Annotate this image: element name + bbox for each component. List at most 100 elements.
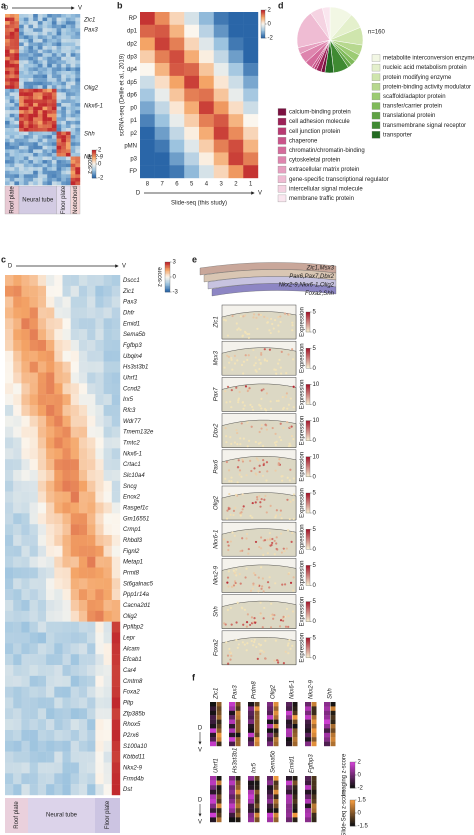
heatmap-cell [111, 285, 121, 297]
heatmap-cell [19, 106, 24, 111]
expression-spot [242, 360, 246, 363]
expression-spot [235, 322, 238, 325]
heatmap-cell [37, 307, 47, 319]
heatmap-cell [5, 88, 10, 93]
expression-spot [244, 314, 247, 317]
heatmap-cell [111, 632, 121, 644]
heatmap-cell [70, 762, 80, 774]
expression-spot [279, 422, 282, 425]
gene-label: S100a10 [123, 744, 148, 750]
heatmap-cell [37, 135, 43, 139]
imaging-cell [286, 803, 292, 809]
expression-spot [247, 354, 250, 357]
heatmap-cell [5, 285, 14, 297]
heatmap-cell [23, 38, 29, 43]
heatmap-cell [62, 459, 71, 471]
heatmap-cell [37, 17, 43, 22]
heatmap-cell [54, 643, 63, 655]
heatmap-cell [75, 31, 81, 36]
gene-label: Zic1 [122, 289, 134, 295]
heatmap-cell [33, 21, 39, 25]
heatmap-cell [75, 106, 81, 111]
heatmap-cell [169, 24, 185, 38]
heatmap-cell [37, 654, 47, 666]
heatmap-cell [29, 751, 39, 763]
expression-spot [265, 511, 268, 514]
heatmap-cell [19, 99, 24, 104]
imaging-cell [324, 741, 330, 747]
gene-label: Olig2 [214, 495, 220, 510]
heatmap-cell [169, 75, 185, 89]
heatmap-cell [29, 675, 39, 687]
colorbar-cell [92, 162, 96, 165]
heatmap-cell [47, 35, 53, 40]
heatmap-cell [61, 24, 67, 29]
colorbar-frame [305, 529, 311, 550]
heatmap-cell [21, 448, 30, 460]
gene-label: Crtac1 [123, 462, 141, 468]
heatmap-cell [5, 719, 14, 731]
heatmap-cell [19, 63, 24, 68]
heatmap-cell [21, 589, 30, 601]
heatmap-cell [78, 545, 88, 557]
expression-spot [268, 348, 272, 351]
heatmap-cell [56, 177, 62, 182]
heatmap-cell [14, 145, 20, 150]
heatmap-cell [228, 126, 244, 140]
heatmap-cell [37, 545, 47, 557]
expression-spot [281, 395, 284, 399]
heatmap-cell [56, 85, 62, 90]
expression-spot [273, 553, 276, 556]
heatmap-cell [78, 296, 88, 308]
heatmap-cell [5, 24, 10, 29]
heatmap-cell [78, 621, 88, 633]
heatmap-cell [37, 535, 47, 547]
heatmap-cell [61, 163, 67, 168]
heatmap-cell [199, 50, 214, 64]
heatmap-cell [199, 114, 214, 128]
colorbar-cell [306, 637, 310, 640]
legend-label: intercellular signal molecule [289, 186, 363, 192]
gene-label: Ubqln4 [123, 354, 143, 360]
expression-spot [230, 585, 234, 588]
axis-end: V [198, 748, 202, 754]
heatmap-cell [47, 24, 53, 29]
expression-spot [249, 403, 252, 406]
heatmap-cell [184, 126, 200, 140]
colorbar-cell [306, 610, 310, 612]
colorbar-cell [306, 646, 310, 649]
heatmap-cell [62, 502, 71, 514]
slideseq-cell [254, 817, 260, 823]
heatmap-cell [13, 524, 22, 536]
heatmap-cell [5, 535, 14, 547]
heatmap-cell [37, 49, 43, 54]
heatmap-cell [23, 56, 29, 61]
heatmap-cell [47, 142, 53, 147]
slideseq-cell [216, 808, 222, 813]
heatmap-cell [62, 773, 71, 785]
colorbar-title: Expression [300, 380, 306, 410]
expression-spot [259, 643, 263, 647]
heatmap-cell [23, 124, 29, 129]
heatmap-cell [56, 117, 62, 122]
heatmap-cell [95, 437, 104, 449]
heatmap-cell [199, 126, 214, 140]
heatmap-cell [37, 46, 43, 50]
expression-spot [262, 590, 265, 593]
heatmap-cell [87, 556, 96, 568]
colorbar-cell [306, 470, 310, 473]
heatmap-cell [75, 131, 81, 136]
expression-spot [273, 614, 276, 617]
colorbar-title: Expression [300, 524, 306, 554]
heatmap-cell [37, 42, 43, 47]
imaging-cell [210, 812, 216, 818]
axis-start: D [4, 6, 9, 12]
heatmap-cell [28, 160, 34, 164]
heatmap-cell [37, 730, 47, 742]
heatmap-cell [103, 361, 112, 373]
expression-spot [263, 315, 266, 318]
heatmap-cell [56, 170, 62, 175]
heatmap-cell [13, 415, 22, 427]
colorbar-cell [92, 150, 96, 152]
heatmap-cell [87, 751, 96, 763]
